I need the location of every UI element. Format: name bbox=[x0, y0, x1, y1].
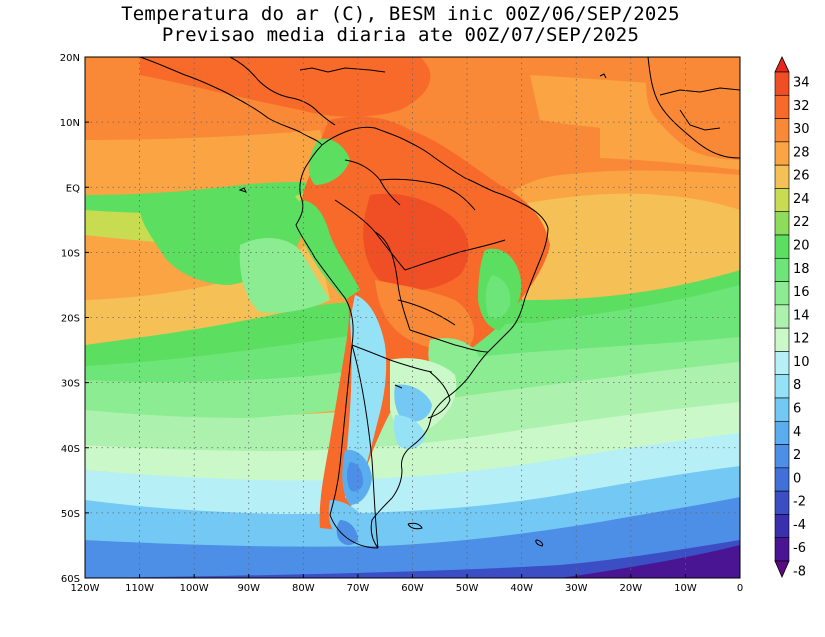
colorbar-label: 14 bbox=[793, 308, 810, 323]
colorbar-segment bbox=[774, 71, 790, 96]
colorbar-label: 34 bbox=[793, 76, 810, 91]
colorbar-label: 10 bbox=[793, 355, 810, 370]
y-tick-label: 10S bbox=[61, 248, 80, 259]
x-tick-label: 60W bbox=[401, 583, 424, 594]
colorbar-label: 20 bbox=[793, 239, 810, 254]
x-tick-label: 90W bbox=[237, 583, 260, 594]
colorbar-segment bbox=[774, 188, 790, 213]
colorbar-segment bbox=[774, 257, 790, 282]
x-tick-label: 40W bbox=[510, 583, 533, 594]
x-tick-label: 100W bbox=[180, 583, 209, 594]
y-tick-label: 20N bbox=[60, 53, 80, 64]
title-line-2: Previsao media diaria ate 00Z/07/SEP/202… bbox=[161, 24, 640, 46]
colorbar-label: 8 bbox=[793, 378, 801, 393]
colorbar-label: 28 bbox=[793, 145, 810, 160]
colorbar-label: -8 bbox=[793, 565, 806, 580]
y-tick-label: 40S bbox=[61, 444, 80, 455]
latitude-ticks: 20N 10N EQ 10S 20S 30S 40S 50S 60S bbox=[60, 53, 89, 585]
colorbar-label: 30 bbox=[793, 122, 810, 137]
colorbar-segment bbox=[774, 164, 790, 189]
colorbar-label: -6 bbox=[793, 541, 806, 556]
colorbar-segment bbox=[774, 94, 790, 119]
x-tick-label: 50W bbox=[456, 583, 479, 594]
colorbar-segment bbox=[774, 374, 790, 399]
colorbar-label: 32 bbox=[793, 99, 810, 114]
colorbar-label: 24 bbox=[793, 192, 810, 207]
x-tick-label: 30W bbox=[565, 583, 588, 594]
colorbar-label: 18 bbox=[793, 262, 810, 277]
colorbar-segment bbox=[774, 234, 790, 259]
colorbar-label: 16 bbox=[793, 285, 810, 300]
colorbar-label: -2 bbox=[793, 495, 806, 510]
colorbar-label: 22 bbox=[793, 215, 810, 230]
colorbar-segment bbox=[774, 444, 790, 469]
colorbar-segment bbox=[774, 467, 790, 492]
title-line-1: Temperatura do ar (C), BESM inic 00Z/06/… bbox=[121, 3, 680, 25]
colorbar-label: 6 bbox=[793, 402, 801, 417]
colorbar-label: 2 bbox=[793, 448, 801, 463]
colorbar-label: -4 bbox=[793, 518, 806, 533]
colorbar-segment bbox=[774, 490, 790, 515]
y-tick-label: 50S bbox=[61, 509, 80, 520]
y-tick-label: 20S bbox=[61, 314, 80, 325]
colorbar-segment bbox=[774, 304, 790, 329]
y-tick-label: 30S bbox=[61, 379, 80, 390]
colorbar-segment bbox=[774, 281, 790, 306]
y-tick-label: 10N bbox=[60, 118, 80, 129]
y-tick-label: EQ bbox=[66, 183, 80, 194]
colorbar-label: 26 bbox=[793, 169, 810, 184]
colorbar-label: 4 bbox=[793, 425, 801, 440]
x-tick-label: 10W bbox=[674, 583, 697, 594]
colorbar-top-arrow bbox=[774, 56, 790, 73]
x-tick-label: 80W bbox=[292, 583, 315, 594]
colorbar-segment bbox=[774, 118, 790, 143]
longitude-ticks: 120W 110W 100W 90W 80W 70W 60W 50W 40W 30W 20W 10W 0 bbox=[71, 574, 743, 594]
x-tick-label: 120W bbox=[71, 583, 100, 594]
x-tick-label: 110W bbox=[125, 583, 154, 594]
colorbar-segment bbox=[774, 514, 790, 539]
colorbar-bottom-arrow bbox=[774, 560, 790, 578]
lat-lon-grid bbox=[85, 57, 740, 578]
x-tick-label: 20W bbox=[620, 583, 643, 594]
colorbar-label: 0 bbox=[793, 471, 801, 486]
colorbar-segment bbox=[774, 327, 790, 352]
colorbar-segment bbox=[774, 420, 790, 445]
colorbar-segment bbox=[774, 351, 790, 376]
colorbar-segment bbox=[774, 211, 790, 236]
y-tick-label: 60S bbox=[61, 574, 80, 585]
x-tick-label: 70W bbox=[347, 583, 370, 594]
colorbar-segment bbox=[774, 141, 790, 166]
colorbar-segment bbox=[774, 397, 790, 422]
x-tick-label: 0 bbox=[737, 583, 743, 594]
colorbar-segment bbox=[774, 537, 790, 562]
colorbar-label: 12 bbox=[793, 332, 810, 347]
